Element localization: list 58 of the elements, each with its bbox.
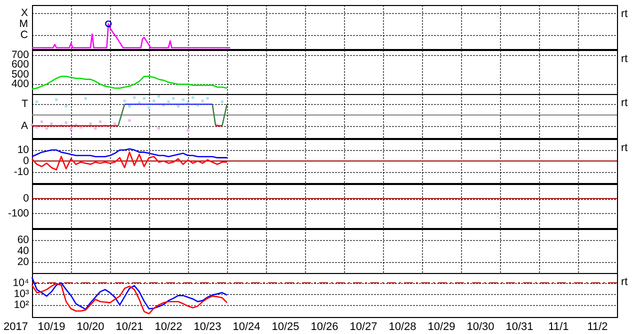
x-tick-label: 10/23	[194, 321, 222, 334]
y-tick-label: 20	[17, 256, 30, 268]
y-tick-label: 700	[11, 48, 30, 61]
text: rt	[621, 276, 628, 288]
y-tick-label: -100	[8, 207, 30, 220]
line-series	[31, 283, 228, 315]
text: rt	[621, 52, 628, 65]
x-tick-label: 10/20	[76, 321, 104, 334]
text: X	[20, 7, 28, 19]
text: A	[20, 120, 28, 132]
text: rt	[621, 97, 628, 110]
y-tick-label: 500	[11, 68, 30, 80]
x-tick-label: 10/27	[350, 321, 378, 334]
y-tick-label: -10	[14, 166, 30, 178]
x-tick-label: 10/25	[272, 321, 300, 334]
point	[167, 100, 170, 104]
text: T	[22, 98, 29, 110]
point	[89, 122, 92, 126]
text: rt	[621, 8, 628, 20]
text: C	[20, 29, 28, 41]
point	[186, 130, 190, 132]
x-tick-label: 10/24	[232, 321, 260, 334]
point	[133, 96, 136, 100]
x-tick-label: 11/1	[548, 321, 569, 334]
y-tick-label: 400	[11, 78, 30, 90]
x-tick-label: 10/30	[466, 321, 494, 334]
point	[148, 106, 150, 110]
x-tick-label: 10/22	[154, 321, 182, 334]
point	[70, 128, 72, 131]
x-tick-label: 10/21	[116, 321, 144, 334]
y-tick-label: 60	[17, 234, 30, 246]
point	[128, 120, 131, 122]
y-tick-label: 10	[17, 144, 30, 156]
point	[192, 96, 194, 100]
y-tick-label: 10³	[14, 288, 30, 300]
line-series	[31, 276, 228, 310]
x-tick-label: 10/19	[38, 321, 66, 334]
x-tick-label: 10/29	[428, 321, 456, 334]
point	[50, 122, 53, 126]
point	[128, 105, 131, 108]
x-axis-title: 2017	[4, 321, 28, 334]
x-tick-label: 11/2	[587, 321, 608, 334]
x-tick-label: 10/26	[310, 321, 338, 334]
y-tick-label: 0	[23, 155, 30, 168]
text: M	[19, 18, 28, 30]
y-tick-label: 40	[17, 244, 30, 256]
y-tick-label: 10⁴	[12, 277, 29, 290]
y-tick-label: 600	[11, 58, 30, 70]
line-series	[31, 75, 228, 90]
text: rt	[621, 142, 628, 154]
point	[206, 97, 209, 100]
y-tick-label: 10²	[14, 299, 30, 312]
point	[64, 122, 68, 124]
y-tick-label: 0	[23, 192, 30, 204]
x-tick-label: 10/31	[506, 321, 534, 334]
x-tick-label: 10/28	[388, 321, 416, 334]
line-series	[31, 152, 228, 171]
line-series	[31, 148, 228, 158]
